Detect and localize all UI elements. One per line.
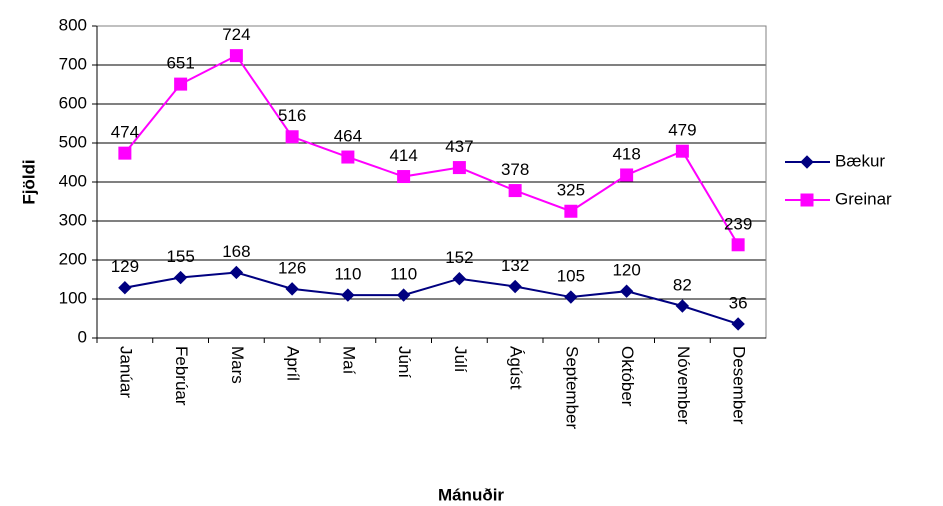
data-label: 126 [278,258,306,277]
data-label: 132 [501,256,529,275]
x-tick-label: Ágúst [507,346,526,390]
x-tick-label: Október [618,346,637,407]
data-label: 120 [612,261,640,280]
square-marker [229,49,243,63]
data-label: 155 [166,247,194,266]
data-label: 414 [389,146,417,165]
y-tick-label: 100 [59,288,87,307]
data-label: 168 [222,242,250,261]
diamond-marker [173,270,188,285]
y-axis-title: Fjöldi [19,159,38,204]
data-label: 152 [445,248,473,267]
x-tick-label: Júlí [451,346,470,373]
legend-label: Greinar [835,189,892,208]
data-label: 474 [111,123,139,142]
y-tick-label: 300 [59,210,87,229]
y-tick-label: 400 [59,171,87,190]
square-marker [508,184,522,198]
data-label: 82 [673,276,692,295]
square-marker [452,161,466,175]
x-tick-label: Apríl [284,346,303,381]
diamond-marker [564,290,578,304]
data-label: 437 [445,137,473,156]
square-marker [800,193,814,207]
diamond-marker [229,265,244,280]
x-tick-label: Febrúar [172,346,191,406]
diamond-marker [731,317,745,331]
square-marker [731,238,745,252]
square-marker [564,204,578,218]
data-label: 239 [724,214,752,233]
data-label: 479 [668,121,696,140]
y-tick-label: 200 [59,249,87,268]
x-tick-label: Desember [730,346,749,425]
data-label: 129 [111,257,139,276]
diamond-marker [285,282,299,296]
square-marker [620,168,634,182]
data-label: 378 [501,160,529,179]
diamond-marker [800,155,814,169]
x-tick-label: Janúar [116,346,135,398]
y-tick-label: 500 [59,132,87,151]
x-tick-label: September [562,346,581,429]
data-label: 464 [334,127,362,146]
series-line [124,54,739,246]
data-label: 418 [612,144,640,163]
diamond-marker [675,299,690,313]
data-label: 110 [390,265,417,284]
data-label: 325 [557,181,585,200]
square-marker [174,77,188,91]
legend-label: Bækur [835,151,885,170]
x-tick-label: Júní [395,346,414,378]
square-marker [118,146,132,160]
diamond-marker [619,284,634,298]
square-marker [675,144,689,158]
diamond-marker [118,280,132,295]
data-label: 651 [166,54,194,73]
y-tick-label: 700 [59,54,87,73]
x-tick-label: Mars [228,346,247,384]
x-tick-label: Maí [339,346,358,375]
square-marker [285,130,299,144]
x-tick-label: Nóvember [674,346,693,425]
diamond-marker [396,288,411,302]
data-label: 724 [222,25,250,44]
data-label: 516 [278,106,306,125]
diamond-marker [508,279,522,294]
y-tick-label: 0 [78,327,87,346]
y-tick-label: 600 [59,93,87,112]
diamond-marker [452,272,467,286]
square-marker [397,170,411,184]
data-label: 105 [557,267,585,286]
square-marker [341,150,355,164]
y-tick-label: 800 [59,15,87,34]
data-label: 110 [334,265,361,284]
x-axis-title: Mánuðir [438,485,504,504]
data-label: 36 [729,293,748,312]
diamond-marker [341,288,355,302]
series-line [124,271,739,325]
